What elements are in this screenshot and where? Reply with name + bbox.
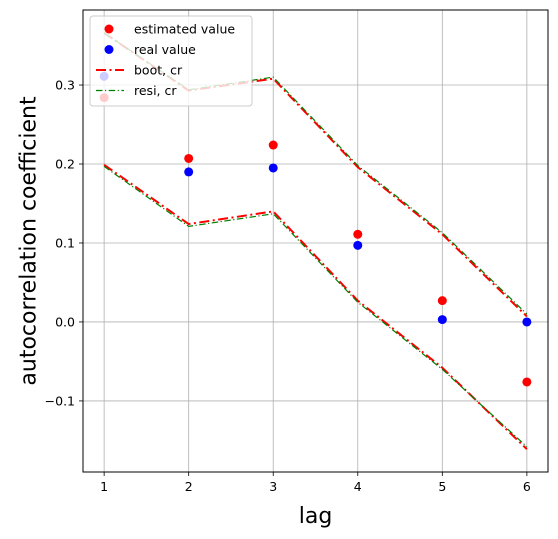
y-tick-label: 0.3 — [55, 78, 75, 93]
y-tick-label: −0.1 — [45, 393, 75, 408]
legend-box — [89, 15, 253, 107]
x-tick-label: 5 — [438, 479, 446, 494]
legend-label-2: boot, cr — [134, 63, 183, 78]
legend-marker-0 — [104, 24, 114, 34]
legend: estimated value real value boot, cr resi, c… — [89, 15, 253, 107]
legend-label-3: resi, cr — [134, 83, 177, 98]
data-point-0-5 — [522, 377, 532, 387]
x-tick-label: 2 — [185, 479, 193, 494]
band-line-3-lower — [103, 165, 528, 448]
band-line-2-lower — [103, 163, 528, 450]
data-point-0-1 — [184, 153, 194, 163]
y-axis-ticks: −0.1 0.0 0.1 0.2 0.3 — [45, 78, 83, 408]
x-tick-label: 3 — [269, 479, 277, 494]
plot-frame — [82, 9, 549, 473]
data-point-0-3 — [353, 229, 363, 239]
data-point-0-2 — [268, 140, 278, 150]
y-tick-label: 0.2 — [55, 157, 75, 172]
x-tick-label: 4 — [354, 479, 362, 494]
x-axis-label: lag — [299, 504, 333, 529]
data-point-1-2 — [268, 163, 278, 173]
legend-marker-1 — [104, 45, 114, 54]
data-point-1-4 — [437, 315, 447, 325]
x-tick-label: 6 — [523, 479, 531, 494]
legend-label-0: estimated value — [134, 22, 235, 37]
band-line-3-upper — [103, 32, 528, 315]
data-point-1-3 — [353, 240, 363, 250]
data-point-0-4 — [437, 296, 447, 306]
data-point-1-5 — [522, 317, 532, 327]
data-point-1-1 — [184, 167, 194, 177]
x-axis-ticks: 1 2 3 4 5 6 — [100, 472, 531, 494]
x-tick-label: 1 — [100, 479, 108, 494]
legend-label-1: real value — [134, 42, 196, 57]
y-tick-label: 0.1 — [55, 235, 75, 250]
y-tick-label: 0.0 — [55, 314, 75, 329]
y-axis-label: autocorrelation coefficient — [17, 96, 42, 386]
